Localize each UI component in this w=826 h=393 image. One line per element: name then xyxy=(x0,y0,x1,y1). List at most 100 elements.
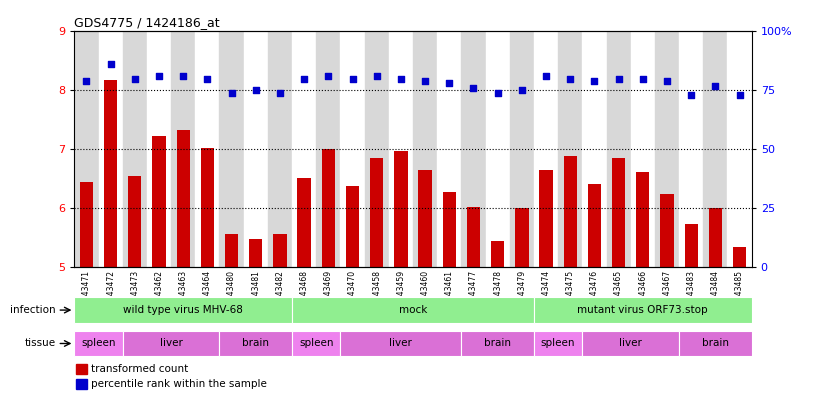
Point xyxy=(201,75,214,82)
Bar xyxy=(316,31,340,267)
Point xyxy=(539,73,553,79)
Bar xyxy=(76,364,87,374)
Bar xyxy=(582,331,679,356)
Bar xyxy=(273,233,287,267)
Point xyxy=(636,75,649,82)
Bar xyxy=(510,31,534,267)
Bar xyxy=(679,331,752,356)
Bar xyxy=(612,158,625,267)
Bar xyxy=(394,151,407,267)
Text: brain: brain xyxy=(702,338,729,348)
Text: infection: infection xyxy=(10,305,55,314)
Bar xyxy=(588,184,601,267)
Bar xyxy=(486,31,510,267)
Text: spleen: spleen xyxy=(81,338,116,348)
Bar xyxy=(563,156,577,267)
Bar xyxy=(225,233,238,267)
Bar xyxy=(443,192,456,267)
Bar xyxy=(462,331,534,356)
Text: liver: liver xyxy=(390,338,412,348)
Bar xyxy=(123,331,220,356)
Point xyxy=(661,78,674,84)
Bar xyxy=(74,298,292,323)
Bar xyxy=(491,241,505,267)
Point xyxy=(128,75,141,82)
Bar xyxy=(515,208,529,267)
Bar xyxy=(340,331,462,356)
Bar xyxy=(201,147,214,267)
Bar xyxy=(98,31,123,267)
Point xyxy=(322,73,335,79)
Bar xyxy=(631,31,655,267)
Bar xyxy=(76,379,87,389)
Bar xyxy=(104,80,117,267)
Bar xyxy=(292,31,316,267)
Bar xyxy=(419,170,432,267)
Bar xyxy=(437,31,462,267)
Bar xyxy=(220,331,292,356)
Bar xyxy=(147,31,171,267)
Bar xyxy=(606,31,631,267)
Bar xyxy=(413,31,437,267)
Point xyxy=(370,73,383,79)
Bar xyxy=(709,208,722,267)
Bar xyxy=(364,31,389,267)
Bar xyxy=(74,31,98,267)
Bar xyxy=(268,31,292,267)
Point xyxy=(80,78,93,84)
Bar xyxy=(292,298,534,323)
Bar xyxy=(321,149,335,267)
Bar xyxy=(292,331,340,356)
Bar xyxy=(534,331,582,356)
Text: liver: liver xyxy=(620,338,642,348)
Bar xyxy=(220,31,244,267)
Bar xyxy=(582,31,606,267)
Point xyxy=(563,75,577,82)
Bar xyxy=(123,31,147,267)
Bar xyxy=(636,172,649,267)
Bar xyxy=(467,207,480,267)
Point xyxy=(297,75,311,82)
Point xyxy=(273,90,287,96)
Point xyxy=(249,87,263,94)
Point xyxy=(443,80,456,86)
Bar xyxy=(74,331,123,356)
Text: brain: brain xyxy=(484,338,511,348)
Point xyxy=(104,61,117,68)
Point xyxy=(515,87,529,94)
Bar xyxy=(171,31,195,267)
Text: brain: brain xyxy=(242,338,269,348)
Text: transformed count: transformed count xyxy=(91,364,188,374)
Point xyxy=(152,73,165,79)
Bar xyxy=(340,31,364,267)
Point xyxy=(612,75,625,82)
Text: mutant virus ORF73.stop: mutant virus ORF73.stop xyxy=(577,305,708,314)
Point xyxy=(491,90,504,96)
Bar xyxy=(249,239,263,267)
Point xyxy=(394,75,407,82)
Bar xyxy=(297,178,311,267)
Bar xyxy=(389,31,413,267)
Bar xyxy=(539,170,553,267)
Text: tissue: tissue xyxy=(24,338,55,348)
Text: spleen: spleen xyxy=(541,338,576,348)
Bar xyxy=(128,176,141,267)
Bar xyxy=(346,186,359,267)
Bar xyxy=(534,31,558,267)
Point xyxy=(177,73,190,79)
Point xyxy=(419,78,432,84)
Text: percentile rank within the sample: percentile rank within the sample xyxy=(91,379,267,389)
Text: liver: liver xyxy=(159,338,183,348)
Bar xyxy=(195,31,220,267)
Bar xyxy=(679,31,703,267)
Text: mock: mock xyxy=(399,305,427,314)
Bar xyxy=(655,31,679,267)
Point xyxy=(733,92,746,98)
Text: GDS4775 / 1424186_at: GDS4775 / 1424186_at xyxy=(74,16,220,29)
Bar xyxy=(534,298,752,323)
Bar xyxy=(152,136,166,267)
Bar xyxy=(462,31,486,267)
Bar xyxy=(728,31,752,267)
Bar xyxy=(685,224,698,267)
Bar xyxy=(244,31,268,267)
